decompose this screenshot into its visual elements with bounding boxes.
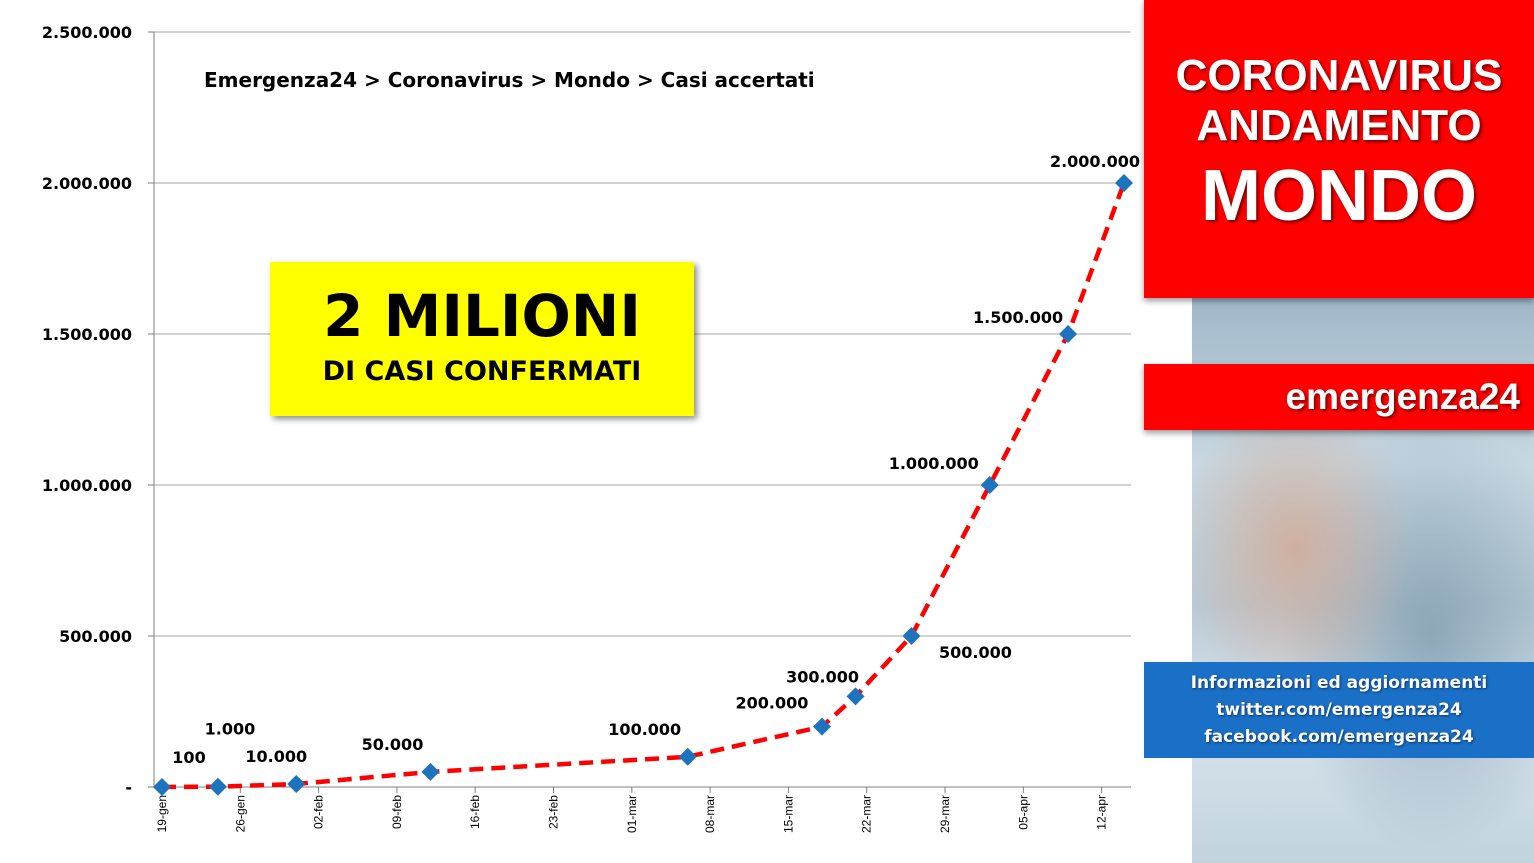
- data-label: 10.000: [245, 747, 307, 766]
- data-label: 100.000: [608, 720, 681, 739]
- data-point: [153, 777, 171, 796]
- x-tick-label: 09-feb: [390, 795, 404, 829]
- y-tick-label: 2.500.000: [42, 23, 132, 42]
- data-label: 200.000: [736, 694, 809, 713]
- x-tick-label: 05-apr: [1016, 795, 1030, 830]
- line-chart: - 500.000 1.000.000 1.500.000 2.000.000 2.500…: [42, 23, 1140, 833]
- data-point: [208, 777, 227, 796]
- highlight-box: 2 MILIONI DI CASI CONFERMATI: [270, 262, 694, 416]
- title-line-1: CORONAVIRUS: [1175, 51, 1503, 100]
- data-label: 50.000: [362, 735, 424, 754]
- data-point: [980, 476, 999, 494]
- data-point: [421, 762, 440, 781]
- data-point: [1115, 174, 1133, 192]
- info-box: Informazioni ed aggiornamenti twitter.co…: [1144, 662, 1534, 758]
- data-point: [1059, 325, 1078, 343]
- x-tick-label: 29-mar: [938, 795, 952, 833]
- highlight-subtitle: DI CASI CONFERMATI: [322, 356, 642, 387]
- data-point: [678, 747, 697, 766]
- y-tick-label: 1.500.000: [42, 325, 132, 344]
- x-tick-label: 12-apr: [1095, 795, 1109, 830]
- y-tick-label: 2.000.000: [42, 174, 132, 193]
- breadcrumb: Emergenza24 > Coronavirus > Mondo > Casi…: [204, 68, 815, 92]
- twitter-link[interactable]: twitter.com/emergenza24: [1216, 700, 1462, 720]
- chart-area: - 500.000 1.000.000 1.500.000 2.000.000 2.500…: [42, 23, 1140, 833]
- title-line-3: MONDO: [1201, 156, 1477, 236]
- highlight-headline: 2 MILIONI: [323, 282, 641, 350]
- x-tick-label: 22-mar: [860, 795, 874, 833]
- title-panel: CORONAVIRUS ANDAMENTO MONDO: [1144, 0, 1534, 298]
- x-tick-label: 19-gen: [155, 795, 169, 832]
- info-line: Informazioni ed aggiornamenti: [1190, 673, 1488, 693]
- y-tick-label: 500.000: [59, 627, 132, 646]
- y-tick-label: -: [125, 778, 132, 797]
- facebook-link[interactable]: facebook.com/emergenza24: [1204, 727, 1474, 747]
- brand-name: emergenza24: [1285, 376, 1520, 417]
- y-tick-label: 1.000.000: [42, 476, 132, 495]
- data-label: 500.000: [939, 643, 1012, 662]
- data-point: [287, 774, 306, 793]
- x-tick-label: 01-mar: [625, 795, 639, 833]
- data-label: 1.000.000: [889, 454, 979, 473]
- title-line-2: ANDAMENTO: [1196, 101, 1482, 150]
- data-label: 1.500.000: [973, 308, 1063, 327]
- data-point: [902, 627, 921, 645]
- x-tick-label: 16-feb: [468, 795, 482, 829]
- data-label: 1.000: [205, 720, 256, 739]
- data-label: 2.000.000: [1050, 152, 1140, 171]
- x-tick-label: 26-gen: [233, 795, 247, 832]
- data-point: [846, 687, 865, 706]
- data-point: [812, 717, 831, 736]
- x-tick-label: 08-mar: [703, 795, 717, 833]
- x-tick-label: 23-feb: [547, 795, 561, 829]
- x-tick-label: 15-mar: [781, 795, 795, 833]
- x-tick-label: 02-feb: [312, 795, 326, 829]
- data-label: 300.000: [786, 667, 859, 686]
- data-label: 100: [172, 748, 205, 767]
- brand-band: emergenza24: [1144, 364, 1534, 430]
